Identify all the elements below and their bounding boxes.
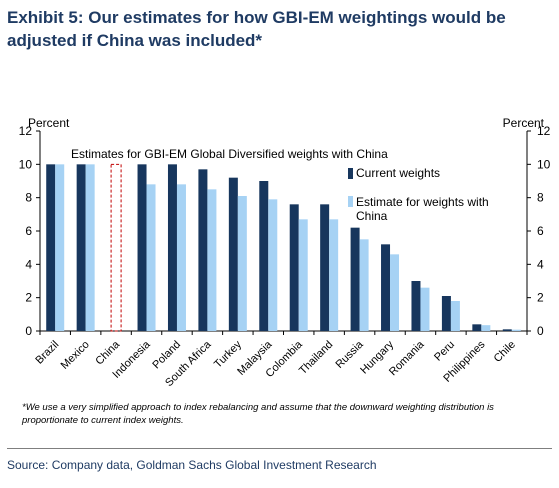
- bar-estimate-south-africa: [207, 189, 217, 331]
- bar-current-malaysia: [259, 181, 269, 331]
- bar-estimate-poland: [176, 184, 186, 331]
- y-tick-label-left: 2: [25, 291, 32, 305]
- category-label: Thailand: [297, 339, 335, 377]
- category-label: Brazil: [33, 339, 61, 367]
- legend-label-current: Current weights: [356, 166, 440, 180]
- y-tick-label-left: 8: [25, 191, 32, 205]
- y-tick-label-right: 8: [537, 191, 544, 205]
- bar-current-hungary: [381, 244, 391, 331]
- bar-current-colombia: [289, 204, 299, 331]
- category-label: Chile: [492, 339, 518, 365]
- bar-current-brazil: [46, 164, 56, 331]
- bar-placeholder-china: [110, 163, 122, 332]
- bar-estimate-thailand: [329, 219, 339, 331]
- bar-estimate-mexico: [85, 164, 95, 331]
- legend-label-estimate: Estimate for weights with China: [356, 195, 489, 223]
- y-tick-label-left: 4: [25, 257, 32, 271]
- y-tick-label-left: 6: [25, 224, 32, 238]
- bar-estimate-russia: [359, 239, 369, 331]
- bar-estimate-colombia: [298, 219, 308, 331]
- bar-current-poland: [167, 164, 177, 331]
- category-label: Peru: [432, 339, 457, 364]
- category-label: Mexico: [59, 339, 92, 372]
- y-tick-label-right: 4: [537, 257, 544, 271]
- footnote: *We use a very simplified approach to in…: [22, 402, 494, 426]
- exhibit-title: Exhibit 5: Our estimates for how GBI-EM …: [7, 8, 506, 50]
- bar-current-indonesia: [137, 164, 147, 331]
- bar-current-mexico: [76, 164, 86, 331]
- bar-current-romania: [411, 281, 421, 331]
- y-tick-label-right: 12: [537, 124, 551, 138]
- bar-estimate-indonesia: [146, 184, 156, 331]
- y-tick-label-left: 12: [19, 124, 33, 138]
- bar-estimate-philippines: [481, 325, 491, 331]
- y-axis-label-right: Percent: [503, 116, 545, 130]
- bar-estimate-romania: [420, 287, 430, 331]
- legend-swatch-current: [348, 168, 353, 179]
- bar-estimate-chile: [511, 329, 521, 331]
- y-axis-label-left: Percent: [28, 116, 70, 130]
- bar-estimate-brazil: [55, 164, 65, 331]
- legend-swatch-estimate: [348, 196, 353, 207]
- y-tick-label-right: 6: [537, 224, 544, 238]
- bar-estimate-peru: [450, 301, 460, 331]
- y-tick-label-right: 2: [537, 291, 544, 305]
- y-tick-label-right: 0: [537, 324, 544, 338]
- bar-estimate-turkey: [237, 196, 247, 331]
- bar-current-philippines: [472, 324, 482, 331]
- chart-bars: [46, 163, 521, 332]
- source-divider: [7, 448, 552, 449]
- bar-current-turkey: [228, 177, 238, 331]
- chart-title: Estimates for GBI-EM Global Diversified …: [71, 147, 388, 161]
- y-tick-label-left: 10: [19, 157, 33, 171]
- chart-legend: Current weights Estimate for weights wit…: [348, 166, 489, 223]
- bar-estimate-malaysia: [268, 199, 278, 331]
- bar-estimate-hungary: [390, 254, 400, 331]
- source-line: Source: Company data, Goldman Sachs Glob…: [7, 458, 377, 472]
- bar-current-thailand: [320, 204, 330, 331]
- bar-current-peru: [441, 296, 451, 331]
- y-tick-label-left: 0: [25, 324, 32, 338]
- bar-current-russia: [350, 227, 360, 331]
- y-tick-label-right: 10: [537, 157, 551, 171]
- bar-current-chile: [502, 329, 512, 331]
- bar-current-south-africa: [198, 169, 208, 331]
